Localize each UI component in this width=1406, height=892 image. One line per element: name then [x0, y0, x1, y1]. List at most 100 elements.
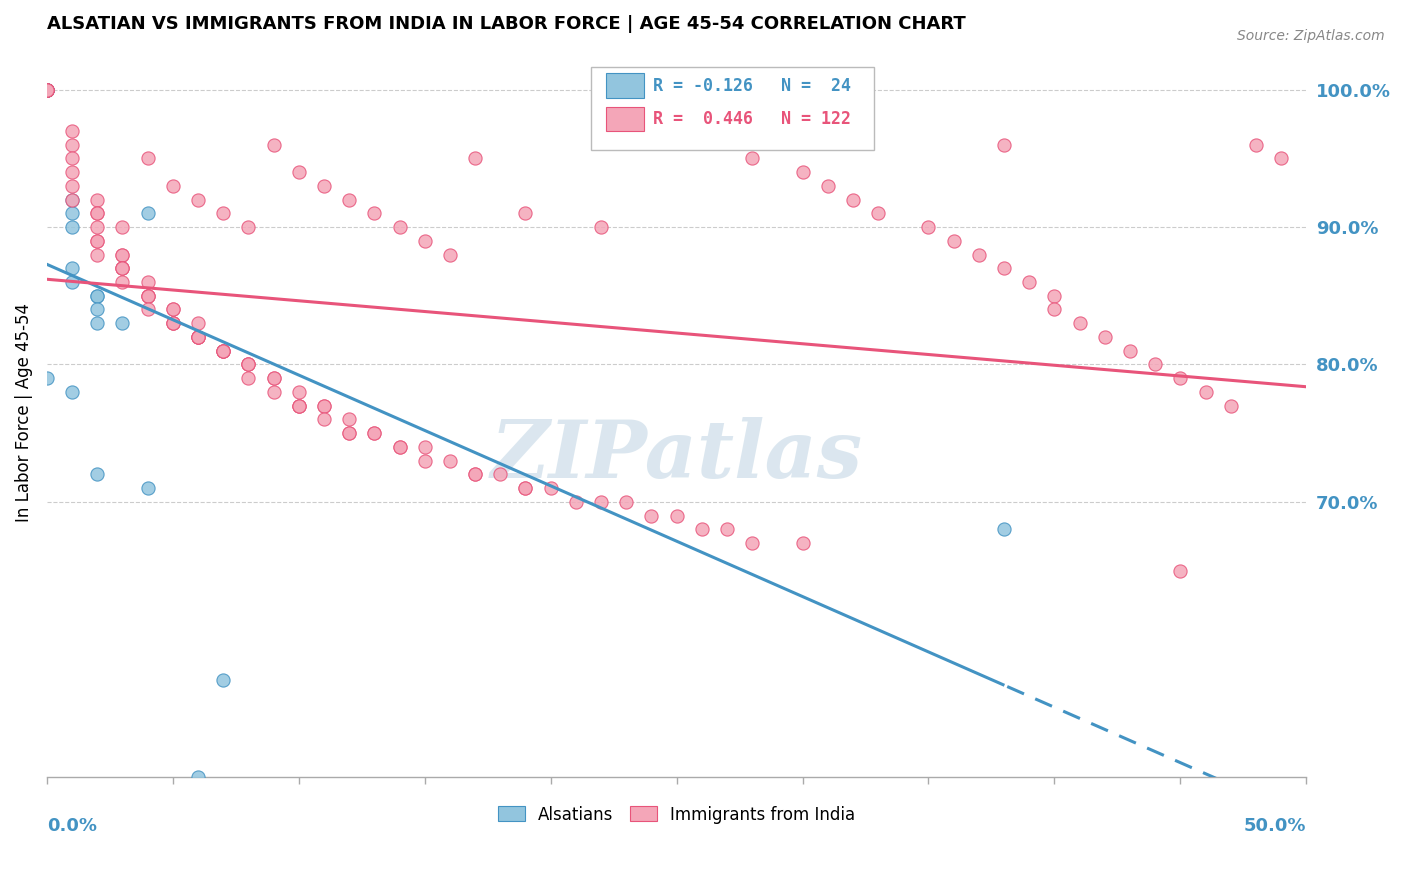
- Point: [136, 289, 159, 303]
- Point: [60, 261, 83, 276]
- Point: [86, 234, 108, 248]
- Point: [212, 343, 235, 358]
- Point: [35, 83, 58, 97]
- Point: [263, 371, 285, 385]
- Point: [388, 220, 411, 235]
- Point: [1094, 330, 1116, 344]
- Point: [86, 467, 108, 482]
- FancyBboxPatch shape: [591, 67, 875, 151]
- Point: [993, 137, 1015, 152]
- Point: [917, 220, 939, 235]
- Point: [136, 302, 159, 317]
- Point: [868, 206, 890, 220]
- Point: [741, 536, 763, 550]
- Point: [792, 536, 814, 550]
- Point: [86, 193, 108, 207]
- Point: [60, 220, 83, 235]
- Point: [35, 83, 58, 97]
- Point: [439, 453, 461, 467]
- Point: [35, 83, 58, 97]
- Point: [111, 275, 134, 289]
- Point: [136, 289, 159, 303]
- Point: [589, 495, 612, 509]
- Text: Source: ZipAtlas.com: Source: ZipAtlas.com: [1237, 29, 1385, 43]
- Point: [287, 399, 309, 413]
- Point: [238, 358, 260, 372]
- Point: [263, 384, 285, 399]
- Point: [464, 152, 486, 166]
- Point: [60, 178, 83, 193]
- Point: [86, 289, 108, 303]
- Point: [60, 275, 83, 289]
- Point: [86, 220, 108, 235]
- Point: [136, 206, 159, 220]
- Point: [212, 673, 235, 688]
- Point: [136, 481, 159, 495]
- Point: [263, 371, 285, 385]
- Point: [363, 426, 385, 441]
- Point: [187, 330, 209, 344]
- Point: [86, 234, 108, 248]
- Text: R =  0.446: R = 0.446: [652, 110, 752, 128]
- Point: [35, 83, 58, 97]
- Point: [187, 330, 209, 344]
- Point: [238, 358, 260, 372]
- Point: [136, 289, 159, 303]
- Point: [60, 193, 83, 207]
- Point: [337, 426, 360, 441]
- Point: [35, 83, 58, 97]
- Point: [942, 234, 965, 248]
- Point: [967, 247, 990, 261]
- Point: [993, 261, 1015, 276]
- Point: [187, 316, 209, 330]
- Point: [86, 302, 108, 317]
- Point: [1144, 358, 1167, 372]
- Point: [35, 371, 58, 385]
- Point: [263, 137, 285, 152]
- Point: [86, 206, 108, 220]
- Point: [1043, 302, 1066, 317]
- Point: [111, 316, 134, 330]
- Text: N = 122: N = 122: [782, 110, 851, 128]
- FancyBboxPatch shape: [606, 107, 644, 131]
- Point: [35, 83, 58, 97]
- Point: [312, 399, 335, 413]
- Point: [640, 508, 662, 523]
- Point: [60, 124, 83, 138]
- Point: [439, 247, 461, 261]
- FancyBboxPatch shape: [606, 73, 644, 98]
- Point: [589, 220, 612, 235]
- Point: [287, 384, 309, 399]
- Point: [60, 384, 83, 399]
- Point: [515, 481, 537, 495]
- Point: [60, 137, 83, 152]
- Point: [86, 289, 108, 303]
- Point: [464, 467, 486, 482]
- Point: [388, 440, 411, 454]
- Point: [162, 302, 184, 317]
- Point: [1170, 371, 1192, 385]
- Point: [337, 426, 360, 441]
- Point: [565, 495, 588, 509]
- Text: R = -0.126: R = -0.126: [652, 77, 752, 95]
- Point: [312, 412, 335, 426]
- Point: [212, 206, 235, 220]
- Point: [238, 220, 260, 235]
- Point: [212, 343, 235, 358]
- Point: [35, 83, 58, 97]
- Point: [515, 206, 537, 220]
- Point: [1119, 343, 1142, 358]
- Point: [741, 152, 763, 166]
- Point: [187, 770, 209, 784]
- Point: [489, 467, 512, 482]
- Point: [35, 83, 58, 97]
- Point: [716, 522, 738, 536]
- Point: [111, 247, 134, 261]
- Point: [60, 152, 83, 166]
- Point: [312, 399, 335, 413]
- Point: [1244, 137, 1267, 152]
- Point: [792, 165, 814, 179]
- Point: [111, 261, 134, 276]
- Point: [690, 522, 713, 536]
- Point: [35, 83, 58, 97]
